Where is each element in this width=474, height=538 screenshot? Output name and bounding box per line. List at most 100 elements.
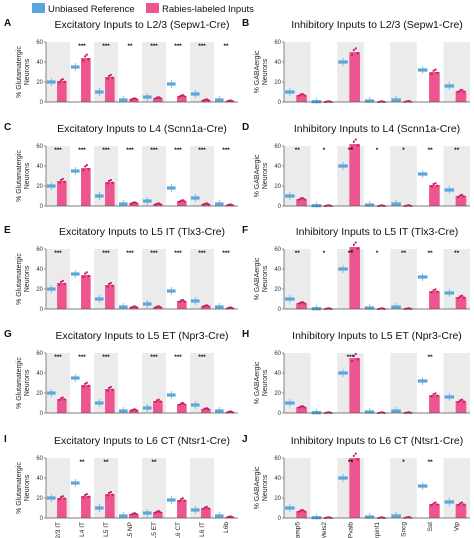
y-tick-label: 20 <box>36 184 43 190</box>
y-axis-label: % GlutamatergicNeurons <box>16 150 31 202</box>
rabies-point <box>204 98 207 101</box>
significance-label: *** <box>174 354 182 361</box>
rabies-point <box>106 182 109 185</box>
rabies-point <box>61 78 64 81</box>
rabies-point <box>303 94 306 97</box>
rabies-point <box>460 88 464 91</box>
rabies-point <box>202 507 205 510</box>
rabies-point <box>297 302 300 305</box>
panel-title: Excitatory Inputs to L4 (Scnn1a-Cre) <box>57 123 227 135</box>
category-band <box>390 353 417 413</box>
rabies-point <box>84 272 87 275</box>
rabies-bar <box>105 494 115 518</box>
unbiased-bar <box>94 194 104 198</box>
panel-label: E <box>4 225 11 236</box>
y-axis-label-line: % Glutamatergic <box>16 462 23 514</box>
y-axis-label: % GlutamatergicNeurons <box>16 462 31 514</box>
rabies-point <box>180 299 183 302</box>
rabies-point <box>58 398 61 402</box>
category-band <box>390 458 417 518</box>
rabies-point <box>130 513 133 516</box>
significance-label: *** <box>78 147 86 154</box>
significance-label: *** <box>198 354 206 361</box>
significance-label: *** <box>222 250 230 257</box>
legend-swatch-rabies <box>146 3 159 13</box>
rabies-point <box>132 305 135 308</box>
rabies-point <box>84 165 87 168</box>
y-axis-label-line: % Glutamatergic <box>16 253 23 305</box>
rabies-point <box>108 491 111 495</box>
significance-label: *** <box>347 354 355 361</box>
unbiased-bar <box>364 410 375 414</box>
rabies-point <box>457 400 460 404</box>
significance-label: *** <box>78 354 86 361</box>
rabies-bar <box>129 307 139 309</box>
y-tick-label: 60 <box>274 144 281 150</box>
rabies-point <box>87 274 90 278</box>
rabies-bar <box>57 498 67 518</box>
rabies-point <box>133 408 136 411</box>
rabies-point <box>111 181 114 184</box>
rabies-point <box>82 496 85 499</box>
rabies-bar <box>349 247 360 309</box>
y-tick-label: 0 <box>40 516 44 522</box>
rabies-bar <box>177 201 187 206</box>
rabies-bar <box>57 399 67 413</box>
y-tick-label: 60 <box>274 40 281 46</box>
rabies-point <box>350 249 354 252</box>
significance-label: *** <box>102 147 110 154</box>
panel-f: F Inhibitory Inputs to L5 IT (Tlx3-Cre) % … <box>242 225 470 313</box>
unbiased-bar <box>190 299 200 303</box>
unbiased-bar <box>364 515 375 519</box>
rabies-point <box>297 510 300 513</box>
rabies-bar <box>177 301 187 309</box>
y-tick-label: 20 <box>274 391 281 397</box>
x-tick-label: L5 NP <box>127 522 134 538</box>
unbiased-bar <box>190 92 200 96</box>
rabies-point <box>181 94 184 97</box>
y-axis-label: % GlutamatergicNeurons <box>16 253 31 305</box>
y-axis-label-line: % GABAergic <box>254 50 261 93</box>
y-tick-label: 40 <box>274 371 281 377</box>
rabies-point <box>430 395 433 398</box>
rabies-point <box>205 505 208 508</box>
panel-title: Inhibitory Inputs to L2/3 (Sepw1-Cre) <box>291 19 463 31</box>
rabies-point <box>183 300 186 303</box>
rabies-point <box>135 202 138 205</box>
rabies-point <box>460 193 464 196</box>
rabies-point <box>434 68 437 71</box>
rabies-point <box>180 402 183 405</box>
rabies-point <box>297 198 300 201</box>
unbiased-bar <box>118 202 128 206</box>
rabies-point <box>207 408 210 411</box>
unbiased-bar <box>190 508 200 512</box>
rabies-point <box>205 202 208 205</box>
significance-label: ** <box>223 43 229 50</box>
legend-label-unbiased: Unbiased Reference <box>48 4 135 15</box>
rabies-point <box>354 452 357 455</box>
unbiased-bar <box>214 98 224 102</box>
rabies-point <box>436 394 439 397</box>
rabies-bar <box>349 144 360 206</box>
rabies-point <box>434 182 437 185</box>
rabies-point <box>356 358 359 361</box>
rabies-point <box>84 493 87 497</box>
unbiased-bar <box>142 511 152 515</box>
rabies-point <box>133 201 136 204</box>
panel-e: E Excitatory Inputs to L5 IT (Tlx3-Cre) % … <box>4 225 238 313</box>
unbiased-bar <box>444 188 455 192</box>
significance-label: *** <box>150 43 158 50</box>
panel-label: I <box>4 434 7 445</box>
y-tick-label: 60 <box>36 247 43 253</box>
y-axis-label-line: Neurons <box>24 369 31 396</box>
significance-label: *** <box>102 250 110 257</box>
rabies-point <box>106 494 109 497</box>
unbiased-bar <box>166 393 176 397</box>
unbiased-bar <box>46 184 56 188</box>
significance-label: *** <box>198 250 206 257</box>
rabies-point <box>407 515 410 519</box>
rabies-point <box>183 95 186 98</box>
rabies-point <box>154 511 157 514</box>
x-tick-label: Lamp5 <box>294 522 301 538</box>
unbiased-bar <box>391 305 401 309</box>
